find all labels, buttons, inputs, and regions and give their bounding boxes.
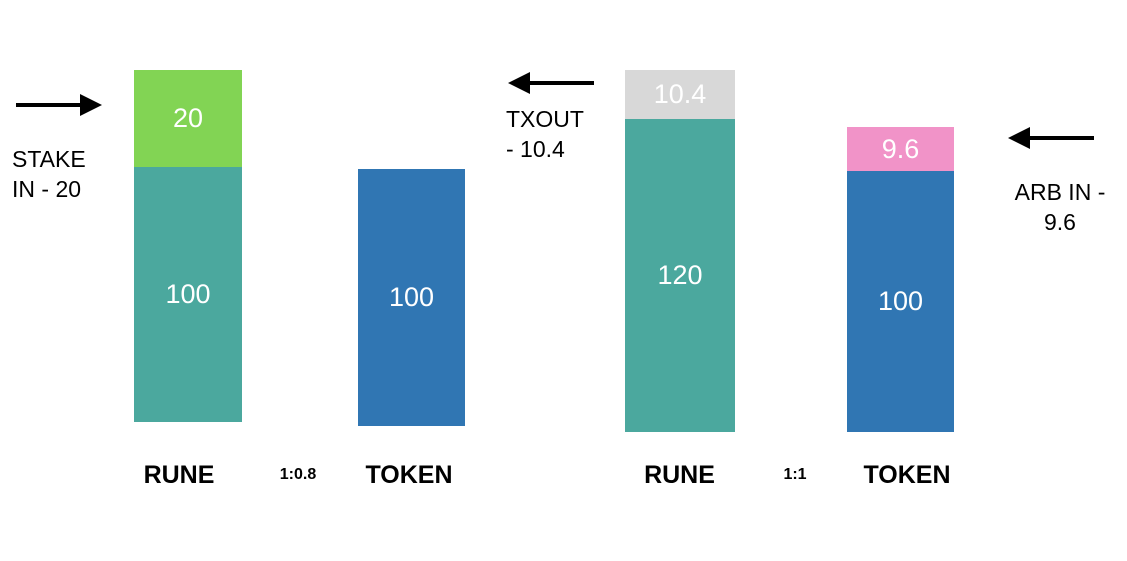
stake-note: STAKE IN - 20 [12, 144, 86, 204]
after-rune-base-segment: 120 [625, 119, 735, 432]
after-token-arb-segment: 9.6 [847, 127, 954, 171]
before-rune-base-value: 100 [165, 279, 211, 309]
arb-note-line1: ARB IN - [1014, 179, 1106, 205]
arb-note-line2: 9.6 [1044, 209, 1076, 235]
after-rune-bar: 10.4 120 [625, 70, 735, 432]
before-token-base-segment: 100 [358, 169, 465, 426]
txout-note-line1: TXOUT [506, 106, 584, 132]
before-token-bar: 100 [358, 169, 465, 426]
arrow-right-icon [16, 94, 102, 116]
after-rune-txout-value: 10.4 [653, 79, 707, 109]
after-token-arb-value: 9.6 [881, 133, 920, 164]
txout-note: TXOUT - 10.4 [506, 104, 584, 164]
after-token-bar: 9.6 100 [847, 127, 954, 432]
before-token-base-value: 100 [388, 282, 435, 312]
before-rune-stake-value: 20 [172, 103, 204, 133]
after-token-base-segment: 100 [847, 171, 954, 432]
after-ratio-label: 1:1 [783, 466, 807, 483]
arb-note: ARB IN - 9.6 [1000, 177, 1120, 237]
stake-note-line2: IN - 20 [12, 176, 82, 202]
before-rune-label: RUNE [143, 461, 215, 489]
before-rune-stake-segment: 20 [134, 70, 242, 167]
arrow-left-icon [1008, 127, 1094, 149]
after-rune-base-value: 120 [657, 260, 703, 290]
txout-note-line2: - 10.4 [506, 136, 565, 162]
after-rune-txout-segment: 10.4 [625, 70, 735, 119]
after-rune-label: RUNE [644, 461, 715, 489]
stake-note-line1: STAKE [12, 146, 86, 172]
arrow-left-icon [508, 72, 594, 94]
after-token-label: TOKEN [863, 461, 951, 489]
before-rune-base-segment: 100 [134, 167, 242, 422]
before-ratio-label: 1:0.8 [279, 466, 317, 483]
before-token-label: TOKEN [365, 461, 453, 489]
after-token-base-value: 100 [877, 286, 924, 316]
before-rune-bar: 20 100 [134, 70, 242, 422]
